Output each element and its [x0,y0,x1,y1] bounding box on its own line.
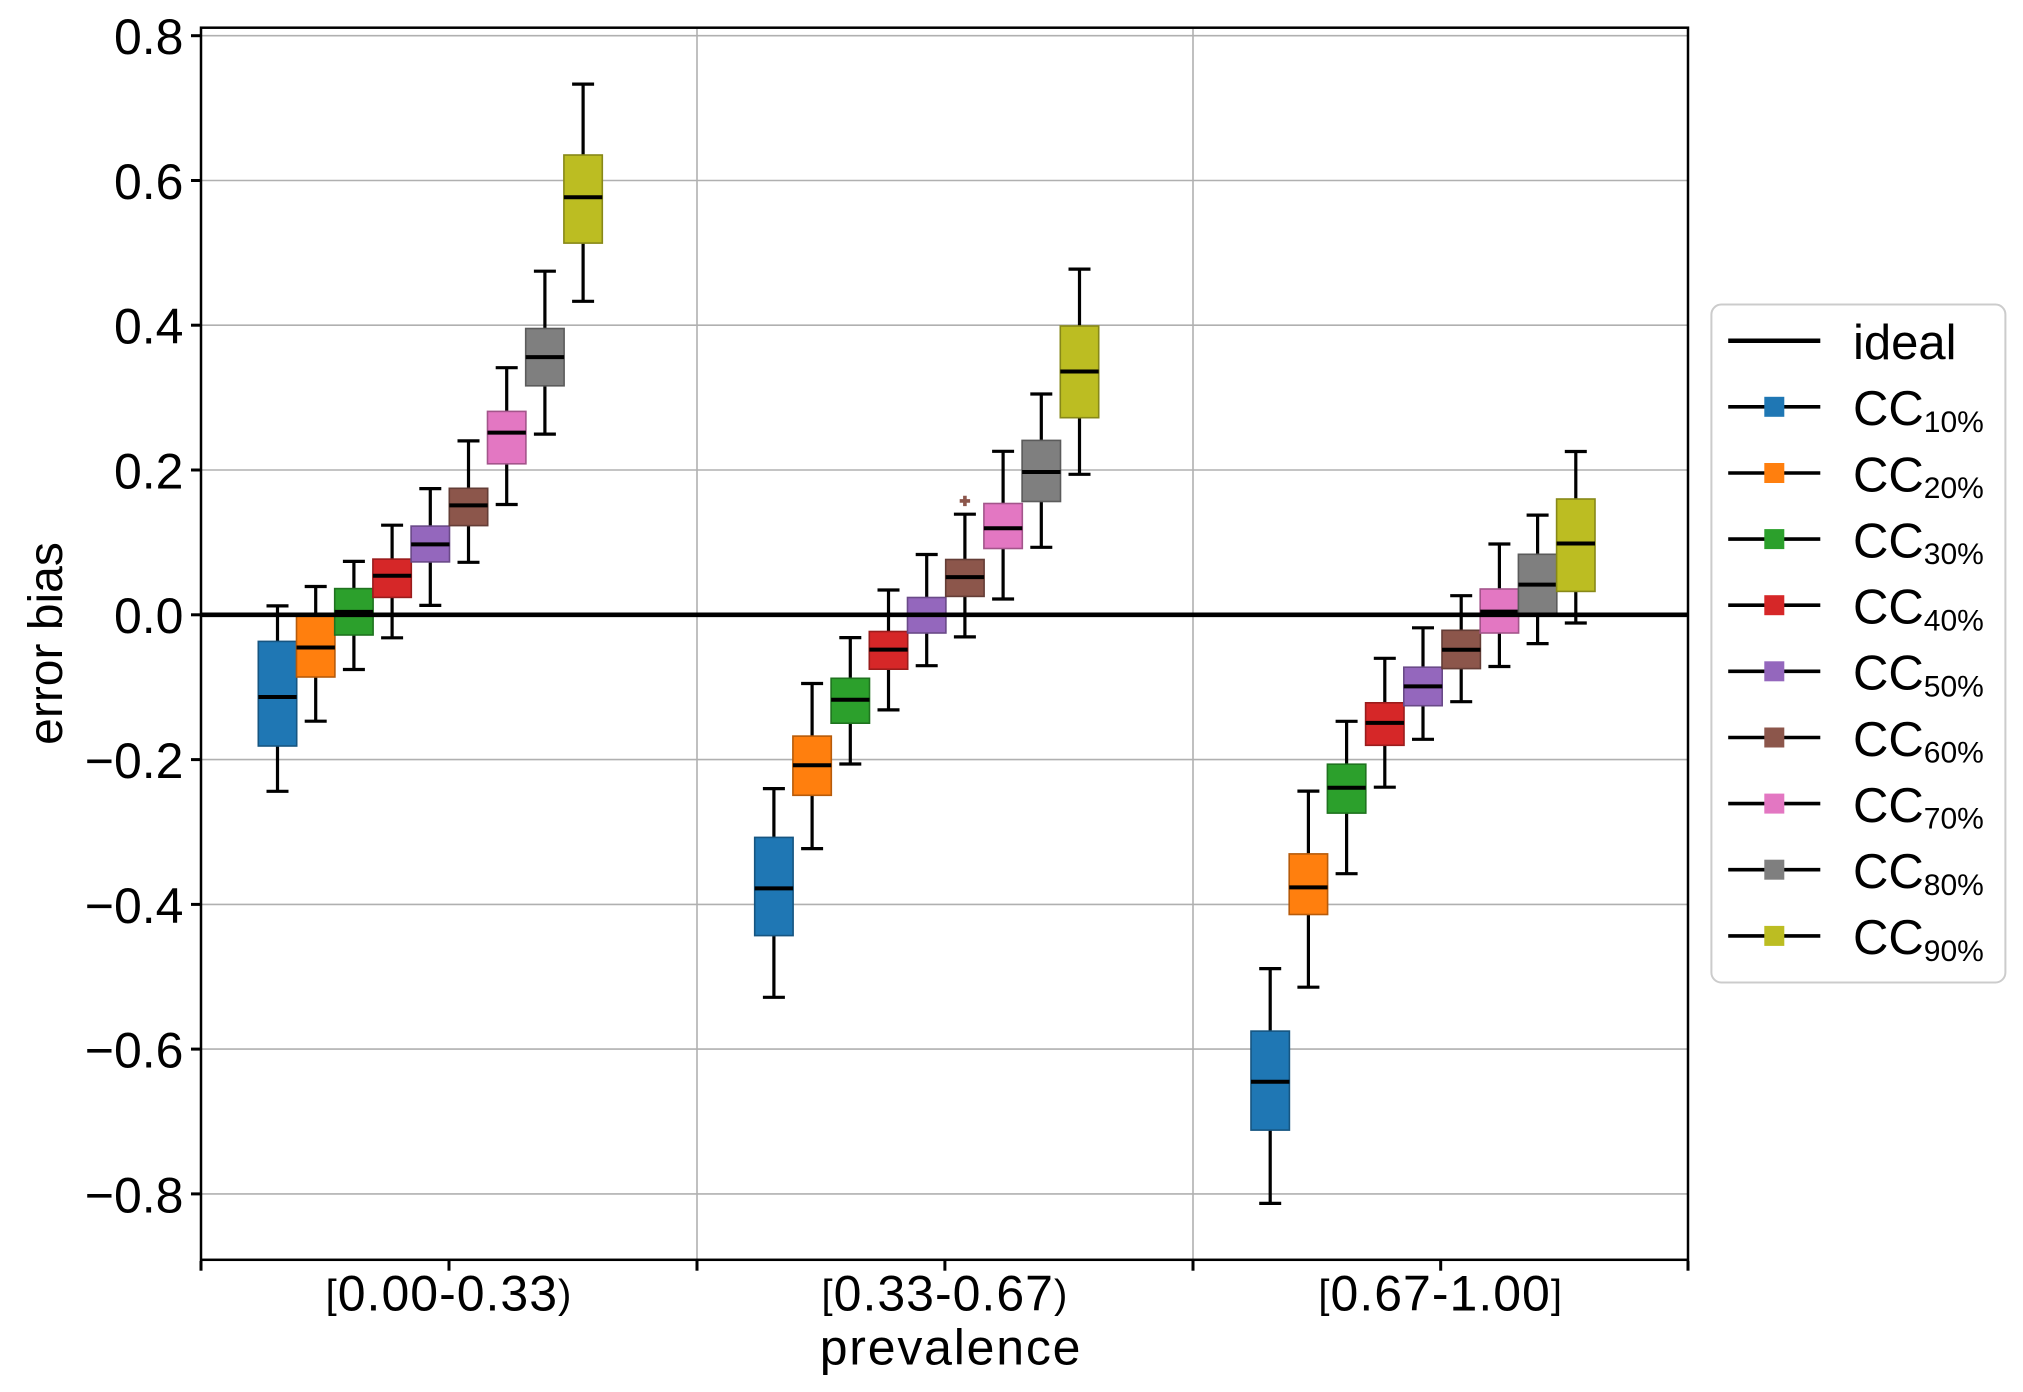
svg-text:error bias: error bias [20,542,73,745]
svg-text:[0.00-0.33): [0.00-0.33) [326,1266,573,1322]
svg-text:prevalence: prevalence [820,1320,1083,1376]
svg-text:0.0: 0.0 [114,588,184,644]
svg-text:−0.6: −0.6 [85,1023,184,1079]
svg-text:−0.4: −0.4 [85,878,184,934]
svg-text:0.8: 0.8 [114,9,184,65]
svg-text:−0.8: −0.8 [85,1167,184,1223]
svg-text:0.4: 0.4 [114,299,184,355]
svg-text:ideal: ideal [1853,316,1957,370]
svg-text:[0.67-1.00]: [0.67-1.00] [1318,1266,1563,1322]
svg-text:−0.2: −0.2 [85,733,184,789]
svg-text:0.2: 0.2 [114,443,184,499]
svg-text:0.6: 0.6 [114,154,184,210]
svg-text:[0.33-0.67): [0.33-0.67) [822,1266,1069,1322]
